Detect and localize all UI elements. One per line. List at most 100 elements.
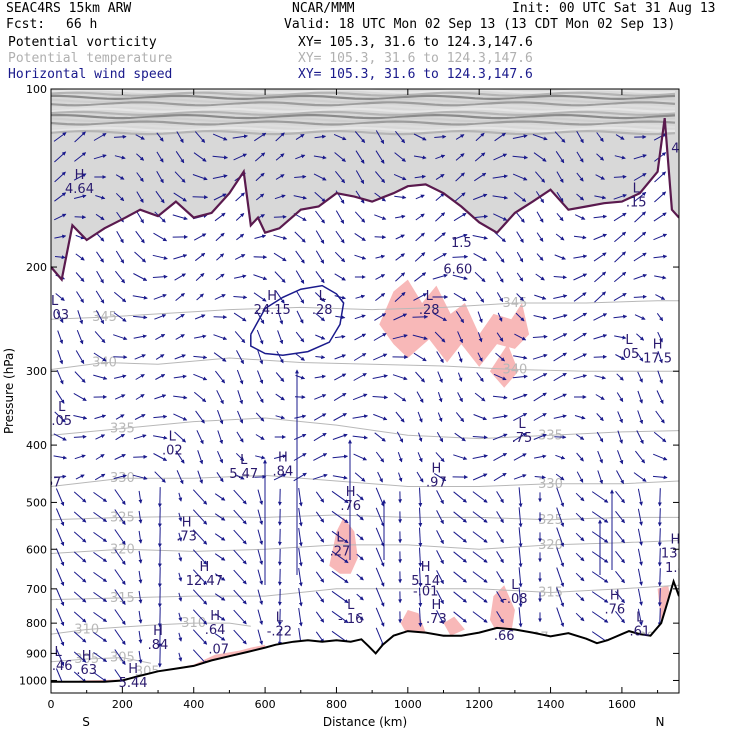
wind-vector <box>73 551 87 563</box>
wind-vector <box>656 390 664 405</box>
pv-shade-band <box>51 101 676 107</box>
wind-vector <box>331 490 349 504</box>
wind-vector <box>614 335 627 340</box>
extremum-value: .02 <box>162 444 183 459</box>
wind-vector <box>474 392 486 402</box>
wind-vector <box>232 134 248 139</box>
wind-vector <box>495 251 505 263</box>
wind-vector <box>474 271 486 283</box>
wind-vector <box>575 572 585 582</box>
wind-vector <box>575 612 585 622</box>
wind-vector <box>237 390 244 405</box>
wind-vector <box>298 568 303 587</box>
wind-vector <box>375 627 385 647</box>
wind-vector <box>76 291 84 304</box>
wind-vector <box>115 414 125 420</box>
wind-vector <box>477 332 483 343</box>
wind-vector <box>176 470 184 485</box>
extremum-value: .75 <box>512 431 533 446</box>
wind-vector <box>395 130 406 144</box>
wind-vector <box>614 251 626 263</box>
wind-vector <box>455 172 465 182</box>
wind-vector <box>418 507 423 528</box>
wind-vector <box>335 210 345 224</box>
wind-vector <box>576 471 584 483</box>
extremum-letter: L <box>347 598 355 613</box>
wind-vector <box>135 374 145 380</box>
theta-contour-label: 315 <box>110 591 135 606</box>
wind-vector <box>453 454 468 461</box>
wind-vector <box>413 155 427 160</box>
wind-vector <box>192 549 208 565</box>
wind-vector <box>114 394 126 400</box>
wind-vector <box>214 553 226 561</box>
wind-vector <box>556 567 565 588</box>
wind-vector <box>374 192 386 202</box>
wind-vector <box>152 254 168 260</box>
wind-vector <box>315 334 326 340</box>
wind-vector <box>295 331 305 343</box>
wind-vector <box>295 154 306 160</box>
wind-vector <box>115 270 126 284</box>
wind-vector <box>418 567 423 588</box>
wind-vector <box>175 334 185 340</box>
wind-vector <box>235 213 245 221</box>
wind-vector <box>433 312 447 322</box>
wind-vector <box>214 513 226 521</box>
y-tick-label: 600 <box>26 543 47 556</box>
wind-vector <box>573 332 587 342</box>
wind-vector <box>575 532 585 542</box>
wind-vector <box>574 214 586 220</box>
wind-vector <box>413 133 427 141</box>
wind-vector <box>132 295 148 300</box>
wind-vector <box>613 314 628 319</box>
wind-vector <box>315 271 325 284</box>
wind-vector <box>76 330 84 345</box>
extremum-value: .28 <box>419 303 440 318</box>
wind-vector <box>354 211 366 223</box>
wind-vector <box>455 134 465 140</box>
wind-vector <box>114 609 126 626</box>
extremum-value: .63 <box>76 663 97 678</box>
wind-vector <box>234 331 246 344</box>
wind-vector <box>293 195 307 200</box>
wind-vector <box>294 174 307 179</box>
wind-vector <box>393 313 408 321</box>
wind-vector <box>434 232 446 242</box>
wind-vector <box>255 412 265 422</box>
wind-vector <box>173 254 188 260</box>
wind-vector <box>496 571 504 584</box>
wind-vector <box>55 608 65 627</box>
wind-vector <box>275 132 285 142</box>
extremum-letter: H <box>267 289 277 304</box>
wind-vector <box>255 172 265 182</box>
wind-vector <box>492 414 508 419</box>
wind-vector <box>496 292 504 303</box>
x-tick-label: 1000 <box>394 698 422 711</box>
wind-vector <box>418 487 423 508</box>
wind-vector <box>314 394 327 400</box>
wind-vector <box>552 314 568 320</box>
wind-vector <box>494 132 506 142</box>
wind-vector <box>396 431 404 443</box>
wind-vector <box>217 451 224 464</box>
wind-vector <box>614 231 627 243</box>
wind-vector <box>178 592 183 602</box>
extremum-letter: L <box>54 645 62 660</box>
wind-vector <box>375 171 386 184</box>
wind-vector <box>235 192 245 202</box>
wind-vector <box>114 454 126 460</box>
wind-vector <box>273 454 287 459</box>
wind-vector <box>313 432 327 442</box>
wind-vector <box>293 433 307 441</box>
theta-contour-label: 330 <box>538 477 563 492</box>
wind-vector <box>275 393 285 401</box>
wind-vector <box>395 214 406 219</box>
wind-vector <box>298 488 303 507</box>
wind-vector <box>473 193 488 201</box>
wind-vector <box>75 474 85 480</box>
wind-vector <box>395 234 405 240</box>
low-pv-region <box>379 279 530 367</box>
wind-vector <box>354 131 366 144</box>
pv-shade-band <box>51 123 676 129</box>
